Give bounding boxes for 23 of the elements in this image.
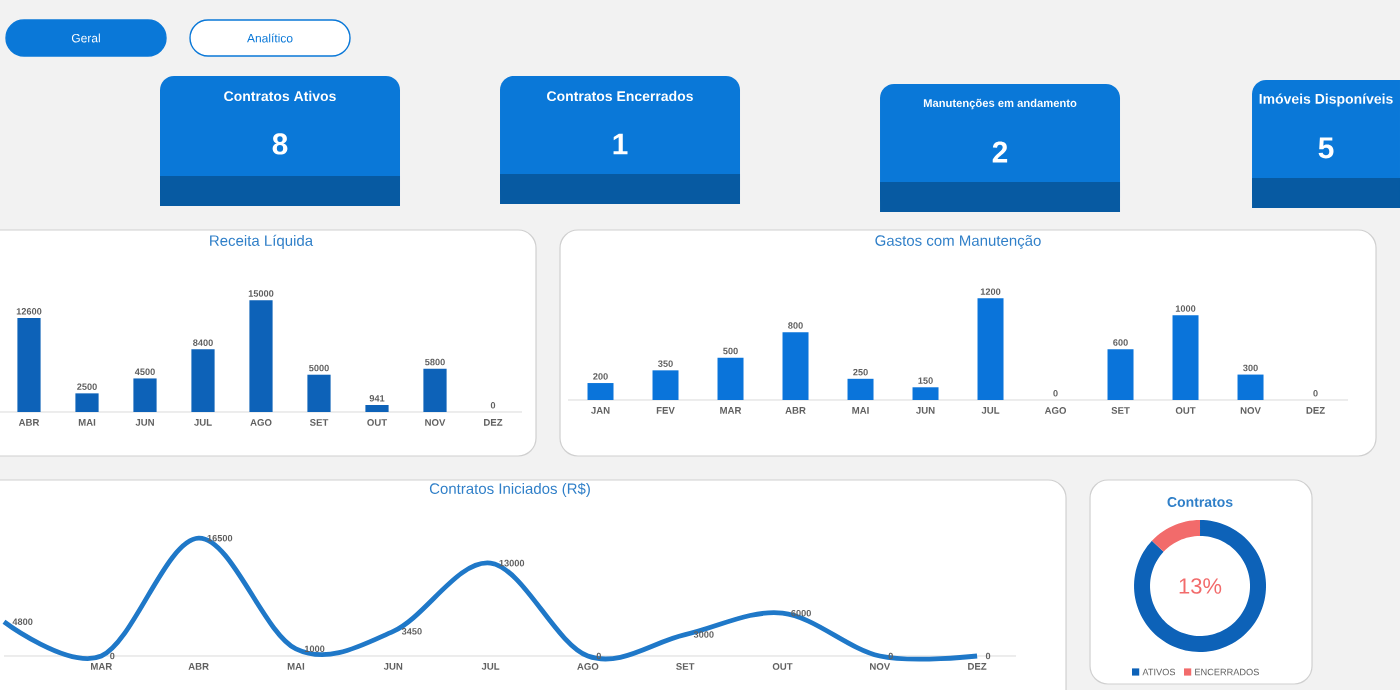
data-label: 2 [992, 141, 1008, 163]
bar [912, 387, 939, 400]
bar [365, 404, 389, 412]
bar [1172, 315, 1199, 400]
bar [1107, 349, 1134, 400]
bar [133, 378, 157, 412]
bar [249, 300, 273, 412]
bar [782, 332, 809, 400]
data-label: 8 [272, 133, 288, 155]
data-label: 1 [613, 133, 628, 155]
bar [1237, 374, 1264, 400]
bar [191, 349, 215, 412]
bar [75, 393, 99, 412]
bar [977, 298, 1004, 400]
bar [307, 374, 331, 412]
bar [17, 318, 41, 412]
bar [423, 368, 447, 412]
bar [717, 357, 744, 400]
bar [587, 383, 614, 400]
bar [652, 370, 679, 400]
bar [847, 378, 874, 400]
text: 13% [1179, 578, 1222, 594]
data-label: 5 [1318, 137, 1334, 159]
